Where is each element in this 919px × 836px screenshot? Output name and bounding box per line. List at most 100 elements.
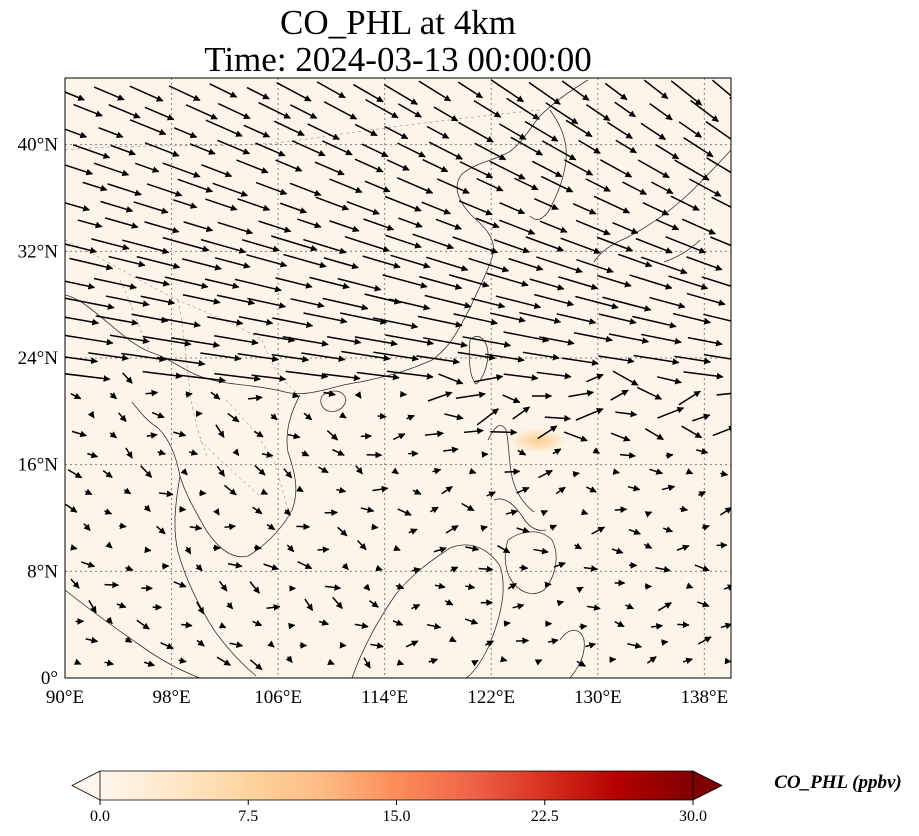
wind-arrow: [627, 642, 642, 649]
wind-arrow: [474, 142, 507, 161]
wind-arrow: [109, 334, 150, 344]
wind-arrow: [539, 220, 568, 233]
wind-arrow: [65, 164, 94, 176]
wind-arrow: [516, 526, 530, 534]
wind-arrow: [716, 392, 731, 396]
wind-arrow: [614, 506, 628, 514]
wind-arrow: [238, 316, 274, 326]
wind-arrow: [214, 257, 251, 269]
wind-arrow: [285, 655, 293, 663]
wind-arrow: [104, 217, 139, 229]
wind-arrow: [107, 183, 142, 197]
wind-arrow: [122, 239, 170, 255]
wind-arrow: [341, 350, 391, 362]
wind-arrow: [676, 544, 690, 552]
wind-arrow: [534, 659, 543, 666]
wind-arrow: [356, 539, 367, 551]
wind-arrow: [499, 202, 526, 215]
wind-arrow: [568, 389, 594, 398]
wind-arrow: [125, 447, 133, 459]
wind-arrow: [697, 636, 712, 645]
wind-arrow: [209, 83, 238, 98]
wind-arrow: [522, 351, 560, 361]
wind-arrow: [296, 218, 322, 229]
wind-arrow: [529, 278, 565, 291]
wind-arrow: [510, 136, 543, 156]
wind-arrow: [133, 201, 169, 214]
wind-arrow: [275, 277, 313, 289]
wind-arrow: [493, 238, 530, 254]
wind-arrow: [635, 237, 673, 254]
wind-arrow: [644, 511, 653, 518]
wind-arrow: [156, 525, 166, 535]
wind-arrow: [377, 412, 387, 420]
wind-arrow: [706, 157, 731, 174]
wind-arrow: [65, 334, 114, 346]
wind-arrow: [497, 545, 511, 554]
wind-arrow: [534, 293, 575, 307]
wind-arrow: [455, 391, 486, 400]
wind-arrow: [116, 602, 127, 609]
wind-arrow: [329, 220, 360, 233]
wind-arrow: [612, 468, 620, 475]
wind-arrow: [355, 465, 363, 475]
wind-arrow: [478, 565, 494, 573]
wind-arrow: [575, 295, 619, 310]
wind-arrow: [406, 414, 415, 421]
wind-arrow: [276, 82, 312, 102]
wind-arrow: [248, 394, 263, 402]
wind-arrow: [615, 410, 638, 418]
wind-arrow: [696, 447, 709, 455]
wind-arrow: [315, 196, 350, 211]
wind-arrow: [644, 428, 664, 441]
wind-arrow: [678, 121, 702, 138]
lat-tick-label: 32°N: [18, 241, 59, 262]
wind-arrow: [329, 178, 363, 194]
wind-arrow: [134, 162, 160, 173]
wind-arrow: [544, 414, 572, 422]
colorbar-tick-label: 30.0: [679, 808, 707, 825]
wind-arrow: [465, 545, 480, 552]
wind-arrow: [503, 620, 511, 628]
wind-arrow: [579, 623, 588, 631]
wind-arrow: [65, 202, 90, 212]
wind-arrow: [655, 566, 671, 573]
wind-arrow: [585, 178, 611, 192]
wind-arrow: [146, 432, 158, 439]
wind-arrow: [610, 432, 631, 442]
wind-arrow: [232, 448, 240, 456]
wind-arrow: [118, 412, 127, 423]
wind-arrow: [253, 332, 296, 343]
wind-arrow: [448, 635, 457, 643]
wind-arrow: [694, 564, 710, 572]
wind-arrow: [681, 425, 703, 439]
wind-arrow: [585, 103, 611, 122]
wind-arrow: [340, 312, 388, 325]
wind-arrow: [140, 465, 153, 478]
wind-arrow: [183, 221, 214, 233]
wind-arrow: [417, 315, 463, 328]
wind-arrow: [177, 178, 214, 193]
wind-arrow: [371, 523, 379, 531]
wind-arrow: [572, 202, 597, 215]
wind-arrow: [385, 334, 435, 346]
wind-arrow: [683, 137, 714, 158]
wind-arrow: [121, 352, 167, 363]
wind-arrow: [369, 600, 379, 608]
wind-arrow: [365, 98, 399, 119]
wind-arrow: [185, 104, 218, 120]
wind-arrow: [304, 598, 314, 612]
wind-arrow: [229, 641, 244, 648]
wind-arrow: [651, 181, 674, 195]
coastline-visayas: [493, 498, 547, 531]
wind-arrow: [505, 509, 519, 516]
wind-arrow: [67, 469, 83, 479]
wind-arrow: [217, 102, 251, 120]
wind-arrow: [711, 79, 731, 101]
wind-arrow: [538, 469, 553, 479]
wind-arrow: [93, 86, 125, 101]
wind-arrow: [524, 120, 559, 142]
wind-arrow: [424, 430, 444, 438]
wind-arrow: [587, 604, 601, 611]
wind-arrow: [151, 411, 165, 419]
